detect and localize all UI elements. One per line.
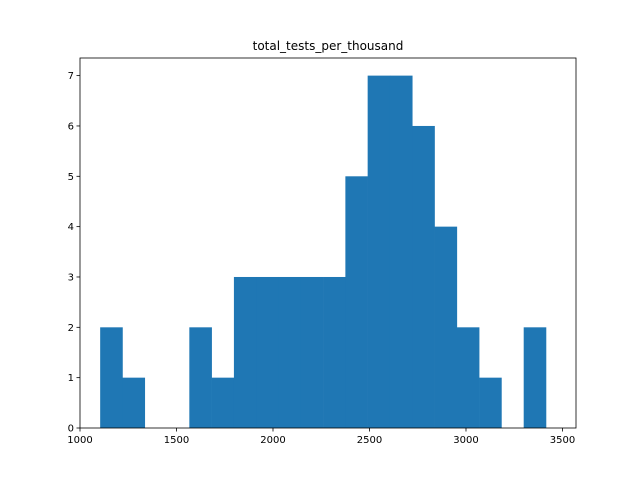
y-tick-label: 4 [68, 222, 74, 233]
histogram-bar [345, 176, 368, 428]
histogram-bar [434, 226, 458, 428]
histogram-bar [389, 75, 413, 428]
histogram-bar [233, 276, 257, 428]
y-tick-label: 6 [68, 121, 74, 132]
x-tick-label: 2500 [357, 435, 382, 446]
x-tick-label: 1000 [67, 435, 92, 446]
x-tick-label: 2000 [260, 435, 285, 446]
x-tick-label: 3500 [550, 435, 575, 446]
y-tick-label: 2 [68, 323, 74, 334]
histogram-bar [323, 276, 346, 428]
histogram-bar [211, 377, 235, 428]
chart-title: total_tests_per_thousand [253, 39, 404, 53]
histogram-bar [367, 75, 391, 428]
plot-area-frame [79, 57, 577, 429]
y-axis-ticks: 0 1 2 3 4 5 6 7 [68, 71, 80, 435]
histogram-bar [189, 327, 212, 428]
histogram-bar [300, 276, 324, 428]
y-tick-label: 3 [68, 272, 74, 283]
y-tick-label: 7 [68, 71, 74, 82]
histogram-bar [456, 327, 480, 428]
y-tick-label: 0 [68, 424, 74, 435]
x-tick-label: 3000 [453, 435, 478, 446]
histogram-bar [523, 327, 547, 428]
histogram-bar [412, 125, 435, 429]
histogram-bar [256, 276, 279, 428]
histogram-bars [100, 75, 547, 429]
x-axis-ticks: 1000 1500 2000 2500 3000 3500 [67, 428, 575, 446]
x-tick-label: 1500 [164, 435, 189, 446]
y-tick-label: 1 [68, 373, 74, 384]
histogram-bar [278, 276, 302, 428]
y-tick-label: 5 [68, 172, 74, 183]
histogram-bar [122, 377, 146, 428]
histogram-bar [100, 327, 123, 428]
histogram-bar [479, 377, 502, 428]
